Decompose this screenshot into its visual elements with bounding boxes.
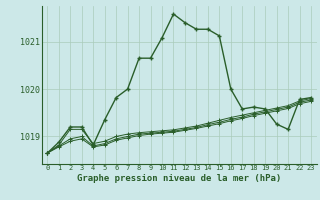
X-axis label: Graphe pression niveau de la mer (hPa): Graphe pression niveau de la mer (hPa) [77,174,281,183]
